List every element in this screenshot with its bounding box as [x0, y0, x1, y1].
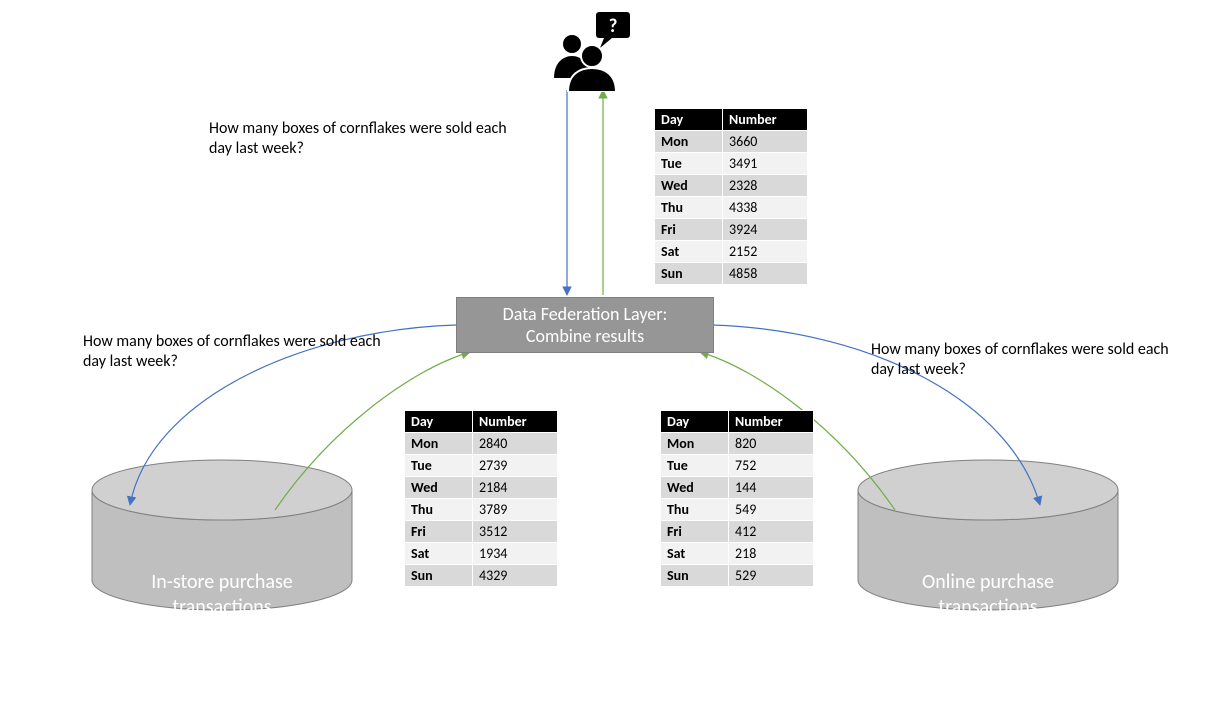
table-row: Wed2328 [655, 175, 808, 197]
table-row: Thu3789 [405, 499, 558, 521]
table-row: Wed2184 [405, 477, 558, 499]
table-row: Sat2152 [655, 241, 808, 263]
table-header: Day [655, 109, 723, 131]
user-question-icon: ? [546, 12, 636, 92]
table-row: Sun529 [661, 565, 814, 587]
table-header: Number [729, 411, 814, 433]
table-header: Day [405, 411, 473, 433]
question-text-right: How many boxes of cornflakes were sold e… [871, 340, 1191, 380]
table-row: Fri3924 [655, 219, 808, 241]
table-header: Day [661, 411, 729, 433]
federation-line1: Data Federation Layer: [457, 303, 713, 325]
table-instore: DayNumberMon2840Tue2739Wed2184Thu3789Fri… [404, 410, 558, 587]
table-row: Mon2840 [405, 433, 558, 455]
cylinder-label-online: Online purchasetransactions [868, 570, 1108, 620]
table-header: Number [723, 109, 808, 131]
table-row: Sat218 [661, 543, 814, 565]
table-row: Thu4338 [655, 197, 808, 219]
federation-layer-box: Data Federation Layer: Combine results [456, 297, 714, 353]
table-combined: DayNumberMon3660Tue3491Wed2328Thu4338Fri… [654, 108, 808, 285]
svg-text:?: ? [609, 15, 618, 38]
table-row: Mon3660 [655, 131, 808, 153]
cylinder-label-instore: In-store purchasetransactions [102, 570, 342, 620]
federation-line2: Combine results [457, 325, 713, 347]
table-row: Sun4858 [655, 263, 808, 285]
table-row: Tue752 [661, 455, 814, 477]
table-row: Mon820 [661, 433, 814, 455]
question-text-top: How many boxes of cornflakes were sold e… [209, 119, 529, 159]
table-row: Sun4329 [405, 565, 558, 587]
table-row: Wed144 [661, 477, 814, 499]
table-row: Tue2739 [405, 455, 558, 477]
table-row: Fri3512 [405, 521, 558, 543]
table-row: Thu549 [661, 499, 814, 521]
table-online: DayNumberMon820Tue752Wed144Thu549Fri412S… [660, 410, 814, 587]
table-row: Fri412 [661, 521, 814, 543]
table-row: Sat1934 [405, 543, 558, 565]
diagram-canvas: { "layout": { "width": 1224, "height": 7… [0, 0, 1224, 704]
table-row: Tue3491 [655, 153, 808, 175]
question-text-left: How many boxes of cornflakes were sold e… [83, 332, 403, 372]
table-header: Number [473, 411, 558, 433]
